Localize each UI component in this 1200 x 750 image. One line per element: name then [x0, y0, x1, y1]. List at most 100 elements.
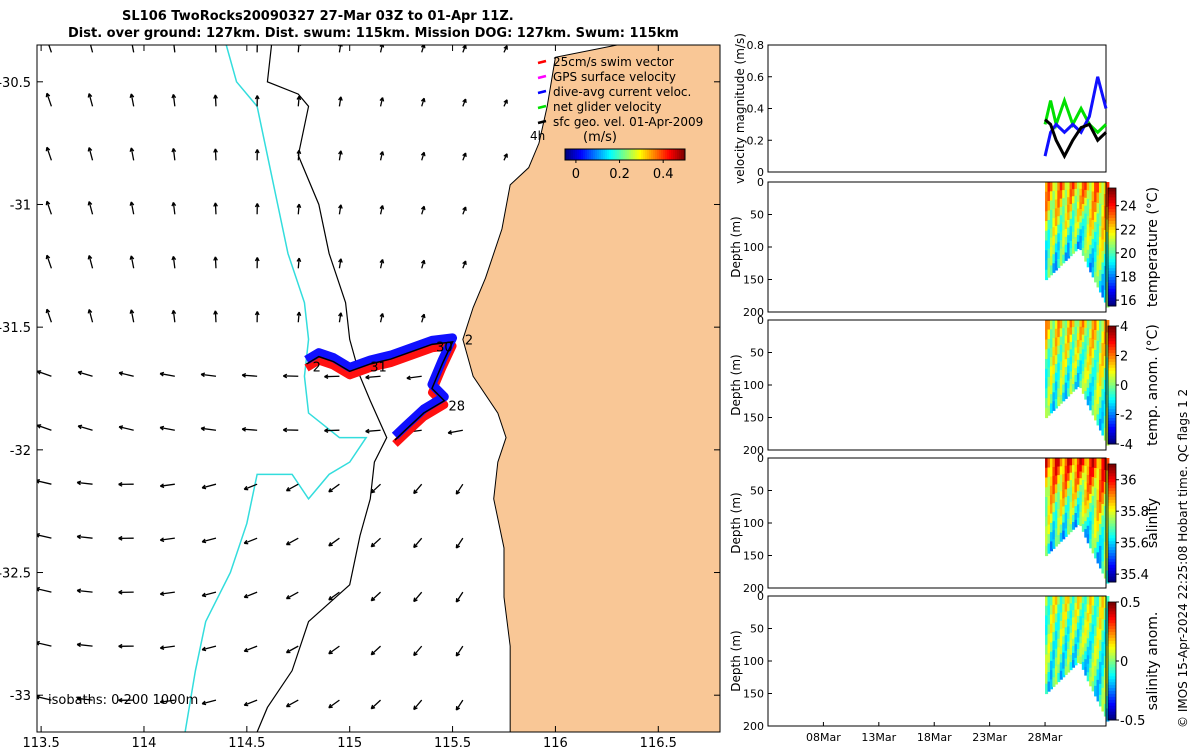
section-cell — [1074, 637, 1078, 645]
section-cell — [1045, 625, 1049, 636]
section-cell — [1054, 243, 1058, 253]
section-colorbar-cell — [1108, 661, 1116, 665]
section-cell — [1079, 596, 1083, 604]
section-cell — [1094, 359, 1098, 371]
section-cell — [1081, 182, 1085, 190]
section-cell — [1069, 640, 1073, 649]
section-cell — [1054, 381, 1058, 391]
section-cell — [1101, 423, 1105, 436]
section-y-tick-label: 0 — [757, 314, 764, 327]
colorbar-cell — [583, 149, 586, 160]
section-cell — [1059, 394, 1063, 404]
section-cell — [1052, 458, 1056, 468]
section-cell — [1064, 390, 1068, 399]
section-cell — [1059, 344, 1063, 354]
section-cell — [1062, 628, 1066, 637]
section-colorbar-cell — [1108, 525, 1116, 530]
section-colorbar-cell — [1108, 303, 1116, 307]
section-colorbar-cell — [1108, 255, 1116, 260]
section-cell — [1072, 500, 1076, 509]
section-colorbar-cell — [1108, 276, 1116, 280]
map-x-tick-label: 116.5 — [640, 736, 677, 750]
section-cell — [1054, 484, 1058, 494]
section-cell — [1052, 476, 1056, 486]
section-y-tick-label: 100 — [743, 655, 764, 668]
arrow — [213, 310, 218, 323]
section-colorbar-tick-label: -4 — [1120, 438, 1133, 453]
section-cell — [1064, 189, 1068, 199]
section-cell — [1086, 672, 1090, 682]
colorbar-cell — [589, 149, 592, 160]
section-cell — [1054, 225, 1058, 236]
isobath-1000m — [184, 45, 368, 732]
section-cell — [1079, 326, 1083, 335]
section-colorbar-cell — [1108, 355, 1116, 359]
arrow — [254, 95, 260, 107]
arrow — [420, 97, 426, 107]
section-cell — [1086, 190, 1090, 200]
section-cell — [1057, 672, 1061, 683]
section-cell — [1064, 627, 1068, 636]
section-cell — [1057, 362, 1061, 372]
section-cell — [1062, 644, 1066, 654]
section-colorbar-cell — [1108, 423, 1116, 427]
velocity-y-tick-label: 0.6 — [747, 71, 765, 84]
colorbar-side-label: 4h — [530, 129, 545, 143]
section-colorbar-cell — [1108, 531, 1116, 536]
section-cell — [1072, 610, 1076, 618]
section-cell — [1057, 207, 1061, 217]
section-cell — [1103, 619, 1107, 633]
section-cell — [1059, 516, 1063, 526]
section-colorbar-cell — [1108, 561, 1116, 565]
section-cell — [1054, 666, 1058, 676]
section-cell — [1081, 472, 1085, 481]
section-cell — [1084, 351, 1088, 361]
section-cell — [1094, 625, 1098, 637]
section-cell — [1101, 549, 1105, 563]
section-y-tick-label: 200 — [743, 444, 764, 457]
section-cell — [1062, 360, 1066, 370]
section-cell — [1103, 529, 1107, 543]
section-cell — [1064, 327, 1068, 337]
section-cell — [1076, 359, 1080, 368]
section-colorbar-cell — [1108, 543, 1116, 548]
section-cell — [1103, 679, 1107, 693]
section-cell — [1049, 394, 1054, 405]
colorbar-cell — [567, 149, 570, 160]
section-colorbar-cell — [1108, 687, 1116, 691]
section-cell — [1089, 373, 1093, 384]
section-cell — [1072, 196, 1076, 204]
section-colorbar-cell — [1108, 188, 1116, 192]
section-cell — [1052, 356, 1056, 366]
arrow — [379, 205, 385, 215]
section-colorbar-cell — [1108, 349, 1116, 354]
arrow — [406, 375, 422, 381]
arrow — [213, 202, 218, 215]
section-cell — [1047, 458, 1051, 469]
section-cell — [1074, 320, 1078, 328]
section-cell — [1054, 372, 1058, 383]
section-colorbar-cell — [1108, 672, 1116, 677]
section-cell — [1098, 418, 1103, 431]
section-cell — [1057, 379, 1061, 390]
arrow — [328, 645, 340, 655]
colorbar-cell — [577, 149, 580, 160]
section-cell — [1062, 336, 1066, 345]
section-cell — [1069, 211, 1073, 220]
section-cell — [1089, 622, 1093, 633]
section-cell — [1054, 528, 1058, 538]
arrow — [213, 148, 218, 161]
section-cell — [1074, 230, 1078, 238]
section-cell — [1101, 676, 1105, 689]
arrow — [201, 537, 217, 544]
section-cell — [1064, 205, 1068, 214]
section-cell — [1094, 271, 1098, 283]
section-cell — [1098, 628, 1103, 641]
section-cell — [1057, 190, 1061, 200]
section-cell — [1076, 655, 1080, 663]
section-cell — [1089, 391, 1093, 402]
section-cell — [1084, 603, 1088, 613]
section-y-tick-label: 50 — [750, 485, 764, 498]
section-colorbar-cell — [1108, 696, 1116, 700]
arrow — [413, 537, 423, 549]
